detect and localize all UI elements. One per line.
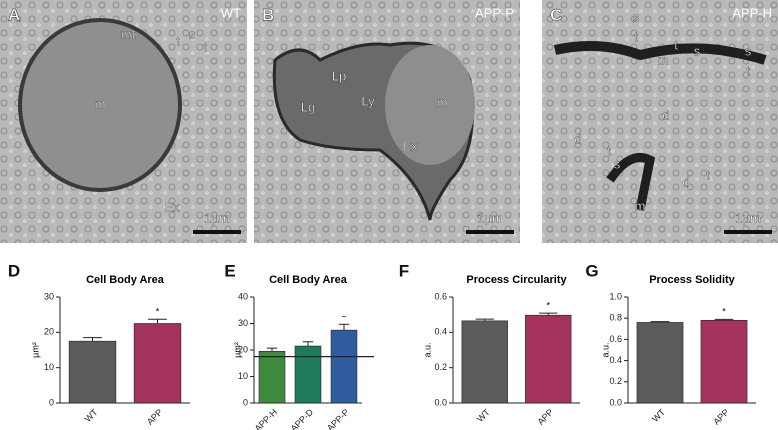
x-tick-label: APP (711, 407, 731, 427)
annotation: m (658, 52, 669, 67)
scale-bar-label: 1µm (204, 210, 230, 225)
bar (294, 345, 322, 404)
annotation: m (95, 96, 106, 111)
scale-bar-label: 1µm (735, 210, 761, 225)
chart-title: Cell Body Area (269, 274, 348, 286)
annotation: s (745, 43, 752, 58)
y-tick-label: 0.2 (434, 362, 447, 372)
chart-title: Process Solidity (649, 274, 735, 286)
annotation: s (189, 26, 196, 41)
annotation: d (574, 131, 581, 146)
x-tick-label: APP-D (289, 407, 316, 430)
y-axis-label: a.u. (600, 342, 610, 357)
annotation: s (694, 43, 701, 58)
micrograph-a (0, 0, 247, 243)
panel-label: APP-P (475, 5, 514, 20)
annotation: m (437, 94, 448, 109)
annotation: t (706, 167, 710, 182)
y-axis-label: µm² (232, 342, 242, 358)
y-axis-label: a.u. (422, 342, 432, 357)
annotation: t (176, 33, 180, 48)
annotation: m (635, 198, 646, 213)
y-tick-label: 20 (44, 327, 54, 337)
significance-marker: * (546, 300, 550, 310)
annotation: Ly (361, 93, 375, 108)
bar (68, 340, 117, 404)
y-tick-label: 10 (44, 362, 54, 372)
y-tick-label: 0.0 (609, 397, 622, 407)
x-tick-label: WT (650, 407, 667, 424)
y-tick-label: 0.4 (434, 327, 447, 337)
bar (636, 322, 684, 404)
annotation: d (662, 107, 669, 122)
micrograph-b (254, 0, 520, 243)
significance-marker: ~ (341, 312, 346, 322)
y-tick-label: 30 (44, 291, 54, 301)
annotation: Ex (164, 199, 180, 214)
annotation: Lp (332, 68, 346, 83)
x-tick-label: APP (145, 407, 165, 427)
significance-marker: * (156, 307, 160, 317)
bar (133, 323, 182, 404)
panel-letter: C (550, 5, 562, 24)
chart-letter: G (585, 261, 598, 280)
bar (258, 351, 286, 404)
annotation: s (614, 156, 621, 171)
bar (700, 320, 748, 404)
panel-label: WT (221, 5, 241, 20)
significance-marker: * (722, 307, 726, 317)
chart-title: Cell Body Area (86, 274, 165, 286)
panel-letter: A (8, 5, 20, 24)
chart-letter: D (8, 261, 20, 280)
y-tick-label: 0 (49, 397, 54, 407)
micrograph-c (542, 0, 778, 243)
annotation: s (633, 9, 640, 24)
annotation: t (674, 37, 678, 52)
y-tick-label: 0.2 (609, 376, 622, 386)
chart-letter: E (224, 261, 235, 280)
x-tick-label: WT (475, 407, 492, 424)
annotation: t (607, 143, 611, 158)
y-tick-label: 10 (238, 371, 248, 381)
y-tick-label: 30 (238, 318, 248, 328)
bar (330, 329, 358, 404)
chart-title: Process Circularity (466, 274, 567, 286)
annotation: t (746, 63, 750, 78)
x-tick-label: APP (536, 407, 556, 427)
panel-letter: B (262, 5, 274, 24)
y-tick-label: 0.4 (609, 355, 622, 365)
annotation: t (634, 29, 638, 44)
annotation: d (682, 174, 689, 189)
chart-letter: F (399, 261, 409, 280)
y-tick-label: 1.0 (609, 291, 622, 301)
y-tick-label: 0.6 (434, 291, 447, 301)
annotation: Lg (301, 99, 315, 114)
y-tick-label: 20 (238, 344, 248, 354)
y-tick-label: 0 (243, 397, 248, 407)
x-tick-label: APP-P (325, 407, 351, 430)
panel-label: APP-H (732, 5, 772, 20)
y-tick-label: 0.6 (609, 334, 622, 344)
y-axis-label: µm² (30, 342, 40, 358)
x-tick-label: WT (83, 407, 100, 424)
scale-bar (466, 230, 514, 234)
scale-bar (193, 230, 241, 234)
scale-bar-label: 1µm (477, 210, 503, 225)
y-tick-label: 0.0 (434, 397, 447, 407)
annotation: t (203, 39, 207, 54)
annotation: mt (121, 26, 136, 41)
bar (525, 314, 572, 404)
x-tick-label: APP-H (253, 407, 280, 430)
annotation: Ex (402, 138, 418, 153)
scale-bar (724, 230, 772, 234)
bar (461, 320, 508, 404)
y-tick-label: 0.8 (609, 313, 622, 323)
y-tick-label: 40 (238, 291, 248, 301)
